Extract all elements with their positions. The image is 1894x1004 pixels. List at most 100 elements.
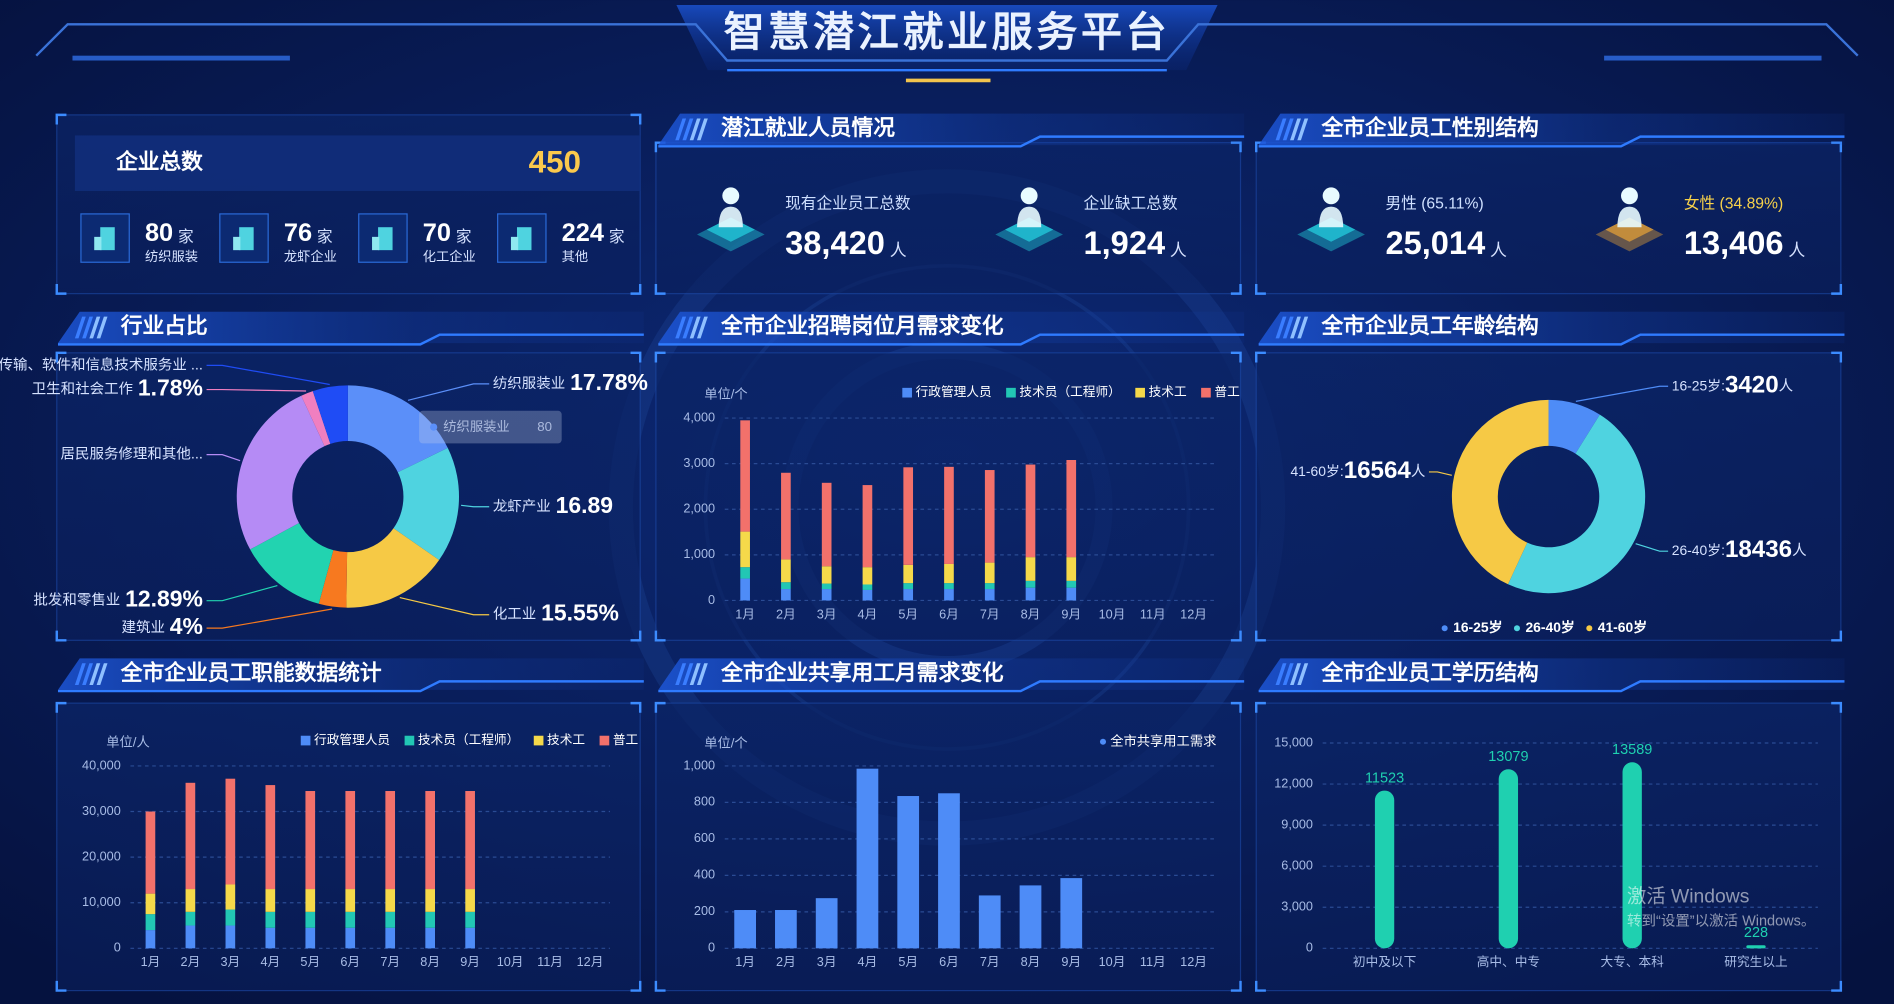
x-tick-label: 6月 <box>939 955 959 969</box>
stat-unit: 人 <box>1490 241 1507 260</box>
slice-label: 龙虾产业 16.89 <box>493 492 613 518</box>
leader-line <box>1635 543 1669 552</box>
header-stripe <box>682 663 694 685</box>
x-tick-label: 10月 <box>1099 955 1126 969</box>
tooltip-dot <box>430 423 438 431</box>
legend-swatch <box>599 735 610 746</box>
legend-label: 技术员（工程师） <box>1019 385 1120 399</box>
panel-header: 潜江就业人员情况 <box>658 113 1245 148</box>
stat-icon <box>1306 217 1356 242</box>
stat-icon <box>1621 187 1638 205</box>
header-stripe <box>1275 118 1287 141</box>
bar-segment <box>225 909 236 926</box>
bar-segment <box>425 911 435 928</box>
y-axis-label: 单位/人 <box>106 734 149 749</box>
slice-label: 16-25岁:3420人 <box>1672 372 1793 399</box>
bar-segment <box>984 589 995 601</box>
x-tick-label: 1月 <box>735 955 755 969</box>
legend-label: 行政管理人员 <box>916 385 992 399</box>
stat-icon <box>1020 187 1038 205</box>
summary-label: 企业总数 <box>115 149 203 174</box>
x-tick-label: 9月 <box>1061 955 1081 969</box>
y-tick-label: 9,000 <box>1281 817 1313 831</box>
bar-segment <box>185 782 196 890</box>
slice-label: 卫生和社会工作 1.78% <box>32 375 203 401</box>
panel-corner <box>55 113 642 295</box>
leader-line <box>206 584 278 602</box>
bar-segment <box>984 470 995 563</box>
donut-slice <box>393 447 460 561</box>
panel <box>1255 142 1842 295</box>
header-stripe <box>696 118 708 141</box>
stat-icon <box>1605 217 1654 242</box>
bar-segment <box>903 467 914 565</box>
slice-value: 3420 <box>1725 372 1779 399</box>
legend-label: 普工 <box>613 733 639 747</box>
y-tick-label: 15,000 <box>1274 735 1313 749</box>
item-unit: 家 <box>456 228 472 246</box>
item-icon <box>516 227 532 251</box>
bar-segment <box>265 911 276 928</box>
x-tick-label: 9月 <box>1061 607 1081 621</box>
y-tick-label: 12,000 <box>1274 776 1313 790</box>
legend-swatch <box>533 735 544 746</box>
stat-icon <box>1617 206 1642 228</box>
bar <box>1498 769 1519 949</box>
slice-value: 4% <box>170 613 203 639</box>
bar <box>734 910 756 949</box>
bar-segment <box>944 563 954 584</box>
panel-corner <box>55 701 642 992</box>
watermark: 激活 Windows <box>1627 886 1749 908</box>
slice-name: 批发和零售业 <box>33 592 120 609</box>
x-tick-label: 初中及以下 <box>1353 955 1416 969</box>
header-stripe <box>1282 663 1294 685</box>
header-stripe <box>1297 118 1309 141</box>
slice-label: 批发和零售业 12.89% <box>33 586 203 612</box>
y-tick-label: 400 <box>694 868 715 882</box>
x-tick-label: 2月 <box>181 955 201 969</box>
panel-corner <box>1255 351 1843 642</box>
legend-swatch <box>1586 625 1593 632</box>
panel-corner <box>654 701 1242 992</box>
item-name: 其他 <box>562 249 589 264</box>
header-stripe <box>1297 316 1309 339</box>
x-tick-label: 11月 <box>1140 955 1166 969</box>
x-tick-label: 5月 <box>898 955 918 969</box>
legend-label: 41-60岁 <box>1598 619 1647 635</box>
x-tick-label: 4月 <box>858 955 878 969</box>
donut-slice <box>301 391 331 447</box>
header-stripe <box>89 316 101 339</box>
stat-value: 13,406 <box>1684 224 1784 261</box>
slice-name: 化工业 <box>493 606 536 623</box>
donut-slice <box>1508 414 1646 594</box>
bar-segment <box>1025 464 1036 558</box>
y-tick-label: 0 <box>708 941 715 955</box>
bar-segment <box>385 889 396 912</box>
bar-segment <box>305 911 316 928</box>
item-name: 纺织服装 <box>145 249 198 264</box>
bar <box>856 768 879 949</box>
header-stripe <box>682 316 694 339</box>
bar <box>1374 790 1395 949</box>
tooltip-name: 纺织服装业 <box>443 419 509 434</box>
y-tick-label: 4,000 <box>683 410 715 424</box>
slice-name: 龙虾产业 <box>493 498 551 515</box>
bar <box>978 895 1001 949</box>
bar-segment <box>265 889 276 912</box>
header-stripe <box>1290 663 1301 685</box>
header-underline <box>658 680 1245 693</box>
bar-segment <box>821 583 832 590</box>
donut-slice <box>236 395 325 550</box>
slice-label: 信息传输、软件和信息技术服务业 ... <box>0 356 203 373</box>
slice-label: 建筑业 4% <box>121 613 202 639</box>
header-underline <box>1258 680 1845 693</box>
panel-corner <box>55 351 642 642</box>
slice-label: 41-60岁:16564人 <box>1290 457 1425 484</box>
slice-value: 16.89 <box>556 492 613 518</box>
bar-segment <box>1025 587 1036 601</box>
item-value: 224 <box>562 219 604 247</box>
legend-swatch <box>902 387 912 398</box>
leader-line <box>1428 471 1452 476</box>
x-tick-label: 8月 <box>420 955 440 969</box>
